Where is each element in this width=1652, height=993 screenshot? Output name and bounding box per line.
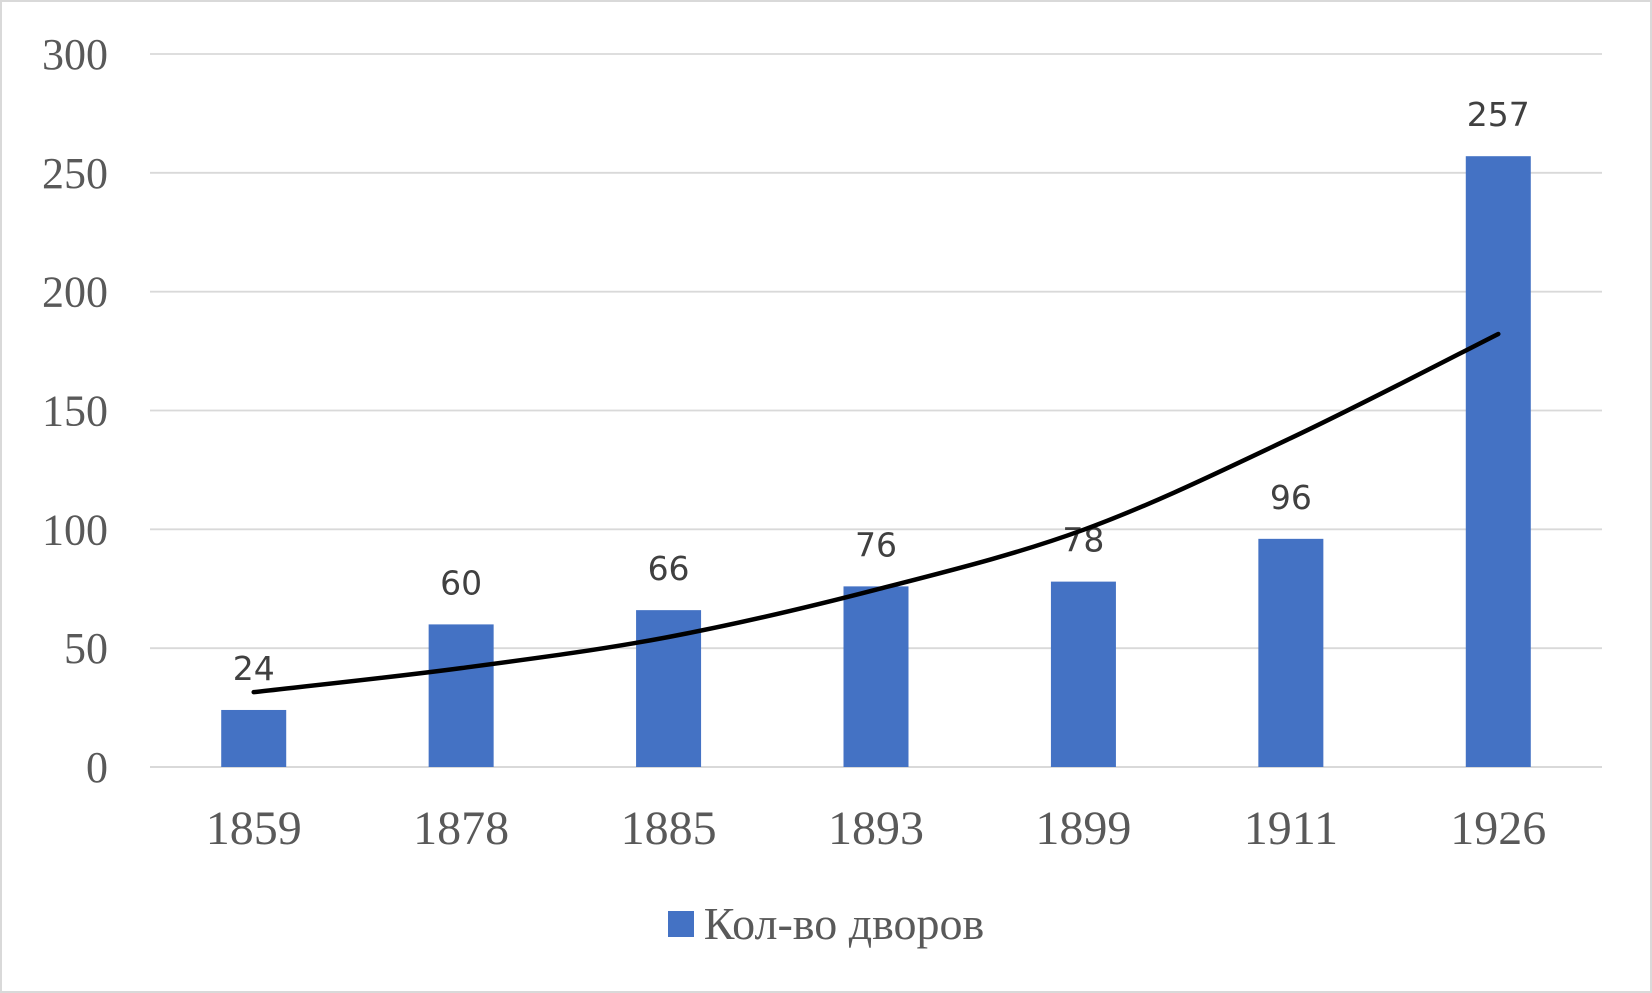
y-tick-label: 50 [64,624,108,673]
legend: Кол-во дворов [2,897,1650,950]
data-label: 78 [1062,521,1104,560]
x-tick-label: 1926 [1450,802,1546,855]
x-tick-label: 1893 [828,802,924,855]
y-tick-label: 150 [42,387,108,436]
y-tick-label: 100 [42,505,108,554]
data-label: 66 [648,549,690,588]
x-axis-ticks: 1859 1878 1885 1893 1899 1911 1926 [206,802,1547,855]
x-tick-label: 1859 [206,802,302,855]
data-label: 76 [855,525,897,564]
y-tick-label: 200 [42,268,108,317]
data-label: 60 [440,563,482,602]
y-tick-label: 250 [42,149,108,198]
x-tick-label: 1899 [1035,802,1131,855]
bar [428,624,494,767]
x-tick-label: 1878 [413,802,509,855]
trendline [251,331,1501,695]
bar [1465,156,1531,768]
bar [1050,581,1116,767]
x-tick-label: 1911 [1244,802,1338,855]
bar [221,709,287,767]
gridlines [150,53,1602,768]
y-axis-ticks: 0 50 100 150 200 250 300 [42,30,108,792]
y-tick-label: 300 [42,30,108,79]
data-label: 24 [233,649,275,688]
legend-label: Кол-во дворов [703,898,985,949]
data-label: 257 [1467,95,1530,134]
data-labels: 24 60 66 76 78 96 257 [233,95,1530,688]
legend-swatch [667,910,694,937]
bar [843,586,909,767]
y-tick-label: 0 [86,743,108,792]
bar [1258,538,1324,767]
x-tick-label: 1885 [621,802,717,855]
bars [221,156,1531,768]
data-label: 96 [1270,478,1312,517]
